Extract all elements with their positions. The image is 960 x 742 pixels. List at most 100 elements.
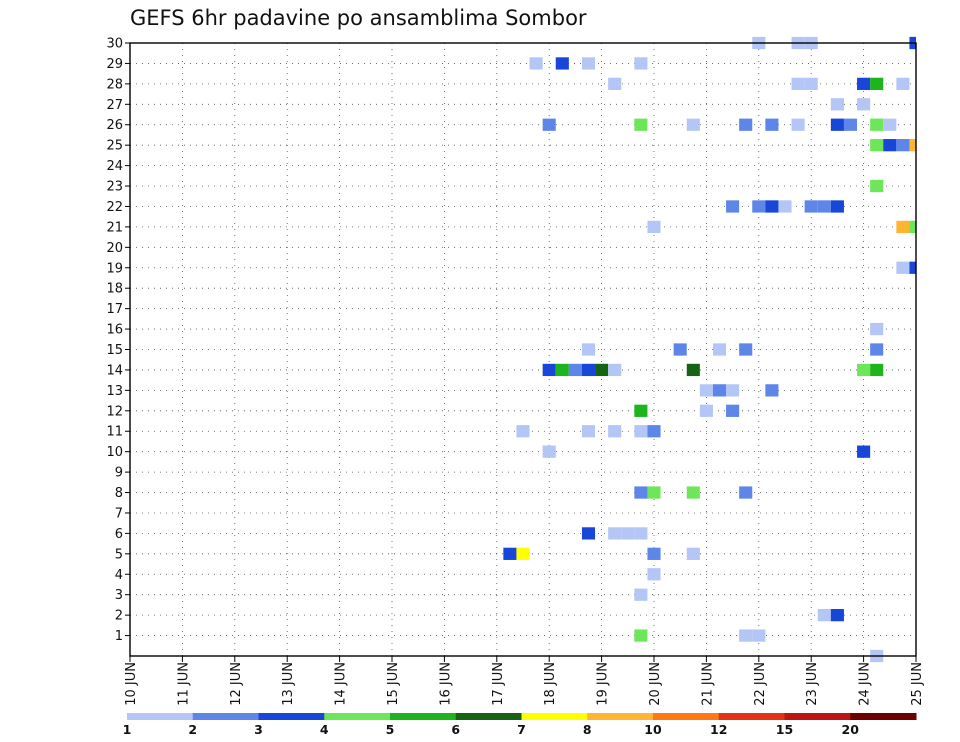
legend-swatch (127, 713, 194, 720)
legend-swatch (653, 713, 720, 720)
heatmap-cell (765, 118, 779, 131)
legend-label: 20 (842, 722, 860, 737)
heatmap-cell (568, 363, 582, 377)
heatmap-cell (529, 57, 543, 70)
y-tick-label: 26 (106, 118, 123, 133)
y-tick-label: 3 (115, 588, 123, 603)
heatmap-cell (621, 527, 635, 540)
heatmap-cell (765, 200, 779, 213)
heatmap-cell (542, 363, 556, 377)
heatmap-cell (857, 98, 871, 111)
legend-label: 1 (123, 722, 132, 737)
ensemble-cells (503, 36, 916, 663)
heatmap-cell (830, 200, 844, 213)
legend-label: 8 (583, 722, 592, 737)
heatmap-cell (503, 547, 517, 560)
heatmap-cell (896, 220, 910, 234)
heatmap-cell (791, 118, 805, 131)
heatmap-cell (595, 363, 609, 377)
y-tick-label: 22 (106, 200, 123, 215)
heatmap-cell (516, 547, 530, 560)
heatmap-cell (909, 261, 916, 274)
heatmap-cell (634, 527, 648, 540)
heatmap-cell (686, 486, 700, 499)
y-tick-label: 2 (115, 609, 123, 624)
heatmap-cell (883, 118, 897, 131)
heatmap-cell (647, 220, 661, 234)
y-tick-label: 18 (106, 282, 123, 297)
heatmap-cell (686, 118, 700, 131)
x-tick-label: 11 JUN (176, 662, 191, 706)
heatmap-cell (608, 363, 622, 377)
heatmap-cell (857, 77, 871, 90)
heatmap-cell (634, 486, 648, 499)
y-tick-label: 30 (106, 37, 123, 52)
legend-swatch (718, 713, 785, 720)
y-tick-label: 7 (115, 506, 123, 521)
legend-label: 2 (188, 722, 197, 737)
heatmap-cell (896, 261, 910, 274)
y-tick-label: 29 (106, 57, 123, 72)
legend-swatch (455, 713, 522, 720)
heatmap-cell (870, 179, 884, 193)
y-tick-label: 19 (106, 261, 123, 276)
heatmap-cell (647, 486, 661, 499)
x-tick-label: 23 JUN (805, 662, 820, 706)
legend-label: 7 (517, 722, 526, 737)
heatmap-cell (843, 118, 858, 131)
heatmap-cell (699, 404, 713, 417)
heatmap-cell (870, 118, 884, 131)
heatmap-cell (804, 200, 818, 213)
heatmap-cell (726, 200, 740, 213)
heatmap-cell (870, 363, 884, 377)
heatmap-cell (634, 118, 648, 131)
legend-label: 12 (710, 722, 727, 737)
y-tick-label: 27 (106, 98, 123, 113)
heatmap-cell (726, 384, 740, 397)
heatmap-cell (542, 118, 556, 131)
heatmap-cell (647, 425, 661, 438)
legend-swatch (850, 713, 917, 720)
heatmap-cell (857, 445, 871, 458)
x-tick-label: 13 JUN (281, 662, 296, 706)
heatmap-cell (581, 343, 596, 356)
legend-swatch (390, 713, 457, 720)
heatmap-cell (699, 384, 713, 397)
x-tick-label: 16 JUN (438, 662, 453, 706)
heatmap-cell (830, 118, 844, 131)
heatmap-cell (739, 343, 753, 356)
x-tick-label: 19 JUN (596, 662, 611, 706)
legend-swatch (521, 713, 588, 720)
heatmap-cell (739, 486, 753, 499)
heatmap-cell (608, 425, 622, 438)
heatmap-cell (542, 445, 556, 458)
y-tick-label: 24 (106, 159, 123, 174)
x-tick-label: 21 JUN (700, 662, 715, 706)
y-tick-label: 10 (106, 445, 123, 460)
legend-label: 15 (776, 722, 793, 737)
heatmap-cell (581, 363, 596, 377)
legend-swatch (192, 713, 259, 720)
y-tick-label: 14 (106, 363, 123, 378)
heatmap-cell (739, 118, 753, 131)
heatmap-cell (516, 425, 530, 438)
y-axis: 1234567891011121314151617181920212223242… (106, 37, 130, 644)
x-tick-label: 25 JUN (910, 662, 925, 706)
legend-label: 10 (644, 722, 662, 737)
heatmap-cell (778, 200, 792, 213)
heatmap-cell (909, 139, 916, 152)
x-tick-label: 15 JUN (386, 662, 401, 706)
y-tick-label: 8 (115, 486, 123, 501)
heatmap-cell (857, 363, 871, 377)
y-tick-label: 1 (115, 629, 123, 644)
y-tick-label: 17 (106, 302, 123, 317)
y-tick-label: 13 (106, 384, 123, 399)
heatmap-cell (817, 200, 831, 213)
legend-label: 6 (451, 722, 460, 737)
heatmap-cell (909, 220, 916, 234)
heatmap-cell (634, 425, 648, 438)
legend-label: 5 (386, 722, 395, 737)
x-tick-label: 20 JUN (648, 662, 663, 706)
heatmap-cell (752, 629, 766, 642)
